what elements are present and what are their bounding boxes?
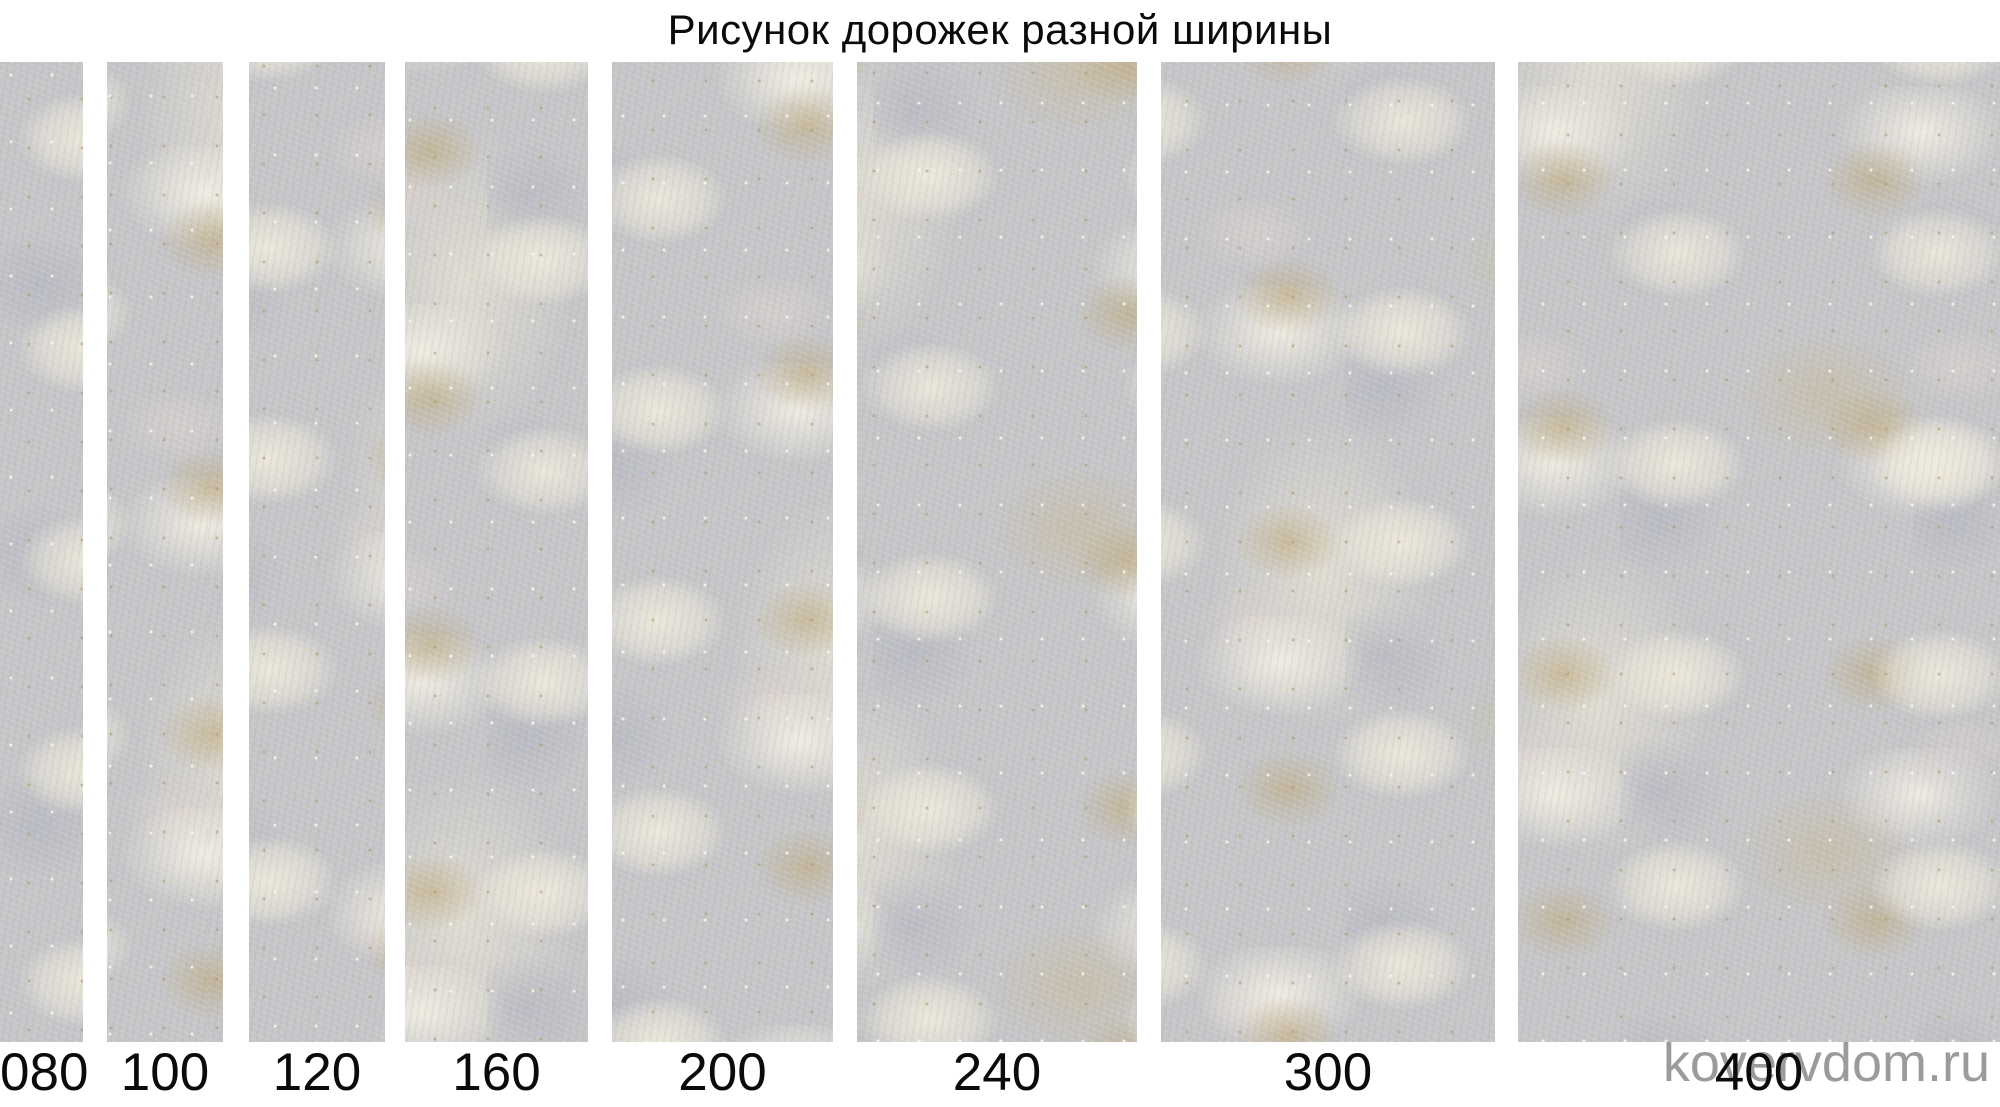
width-label-120: 120 [272,1043,362,1102]
runner-strip-240 [857,62,1137,1042]
width-label-100: 100 [120,1043,210,1102]
runner-strip-400 [1518,62,2000,1042]
width-label-080: 080 [0,1043,89,1102]
width-label-240: 240 [952,1043,1042,1102]
runner-strip-100 [107,62,223,1042]
watermark: kovervdom.ru [1662,1033,1990,1093]
width-label-200: 200 [678,1043,767,1102]
width-label-300: 300 [1283,1043,1373,1102]
runner-strip-120 [249,62,385,1042]
page-title: Рисунок дорожек разной ширины [667,6,1333,53]
runner-strip-160 [405,62,588,1042]
width-label-160: 160 [452,1043,541,1102]
runner-strip-200 [612,62,833,1042]
width-label-400: 400 [1714,1043,1804,1102]
runner-strip-080 [0,62,83,1042]
runner-strip-300 [1161,62,1495,1042]
